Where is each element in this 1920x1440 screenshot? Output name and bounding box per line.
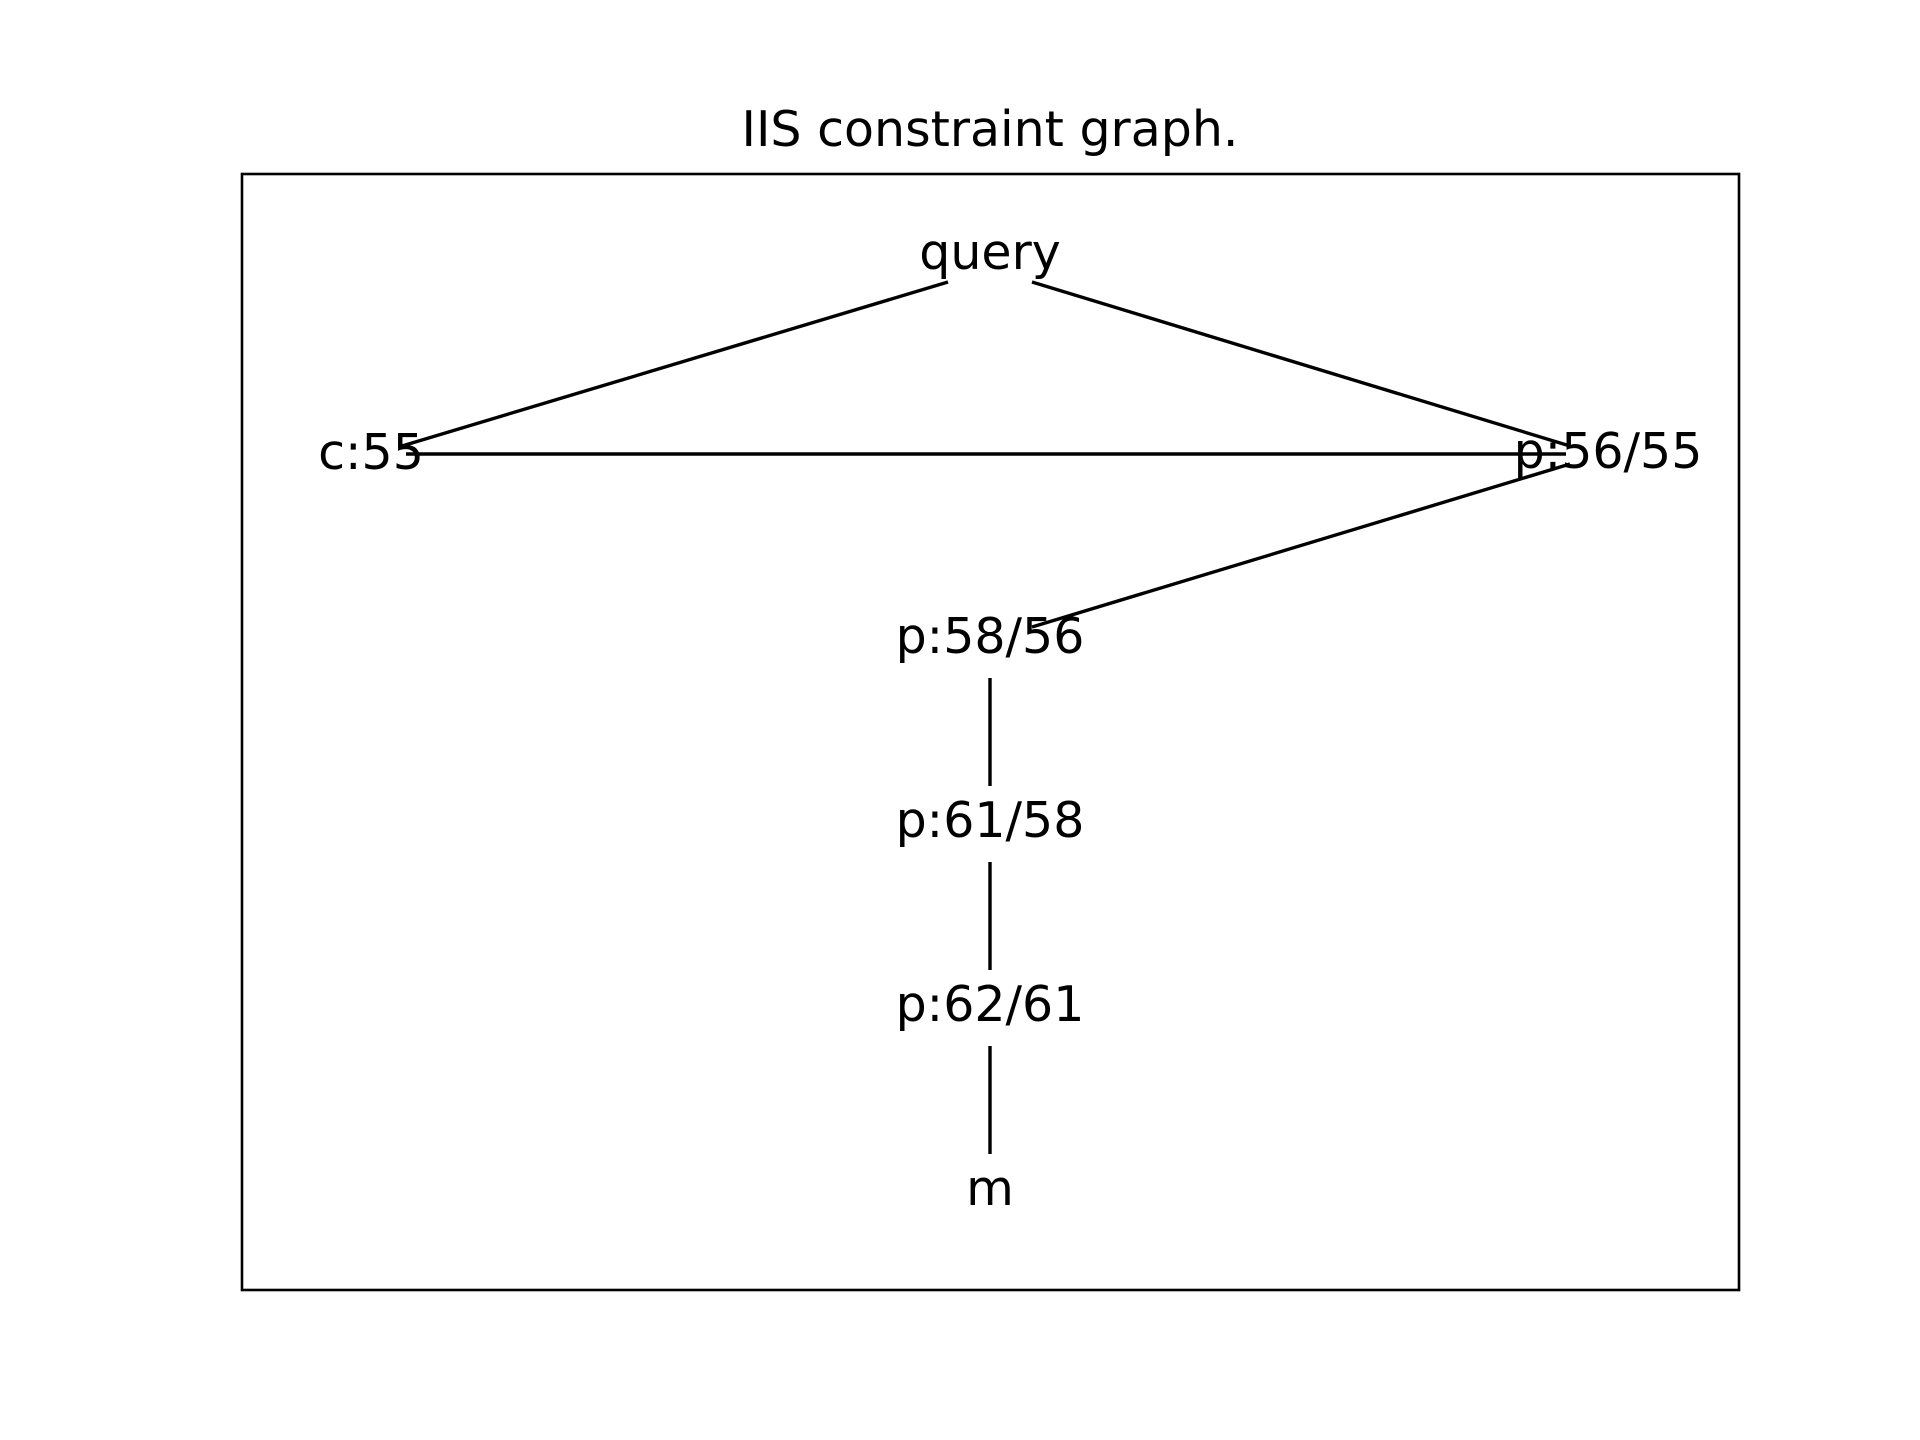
plot-frame <box>240 172 1741 1292</box>
edge-query-p56-55 <box>1031 280 1571 448</box>
node-p56-55: p:56/55 <box>1514 423 1703 480</box>
node-query: query <box>919 224 1060 281</box>
node-p61-58: p:61/58 <box>896 792 1085 849</box>
edge-p56-55-p58-56 <box>1031 462 1571 629</box>
graph-title: IIS constraint graph. <box>742 101 1239 158</box>
node-c55: c:55 <box>318 424 424 481</box>
node-p62-61: p:62/61 <box>896 976 1085 1033</box>
node-p58-56: p:58/56 <box>896 608 1085 665</box>
nodes: query c:55 p:56/55 p:58/56 p:61/58 p:62/… <box>318 224 1702 1217</box>
edges <box>401 280 1571 1154</box>
edge-query-c55 <box>401 280 949 448</box>
node-m: m <box>966 1160 1014 1217</box>
